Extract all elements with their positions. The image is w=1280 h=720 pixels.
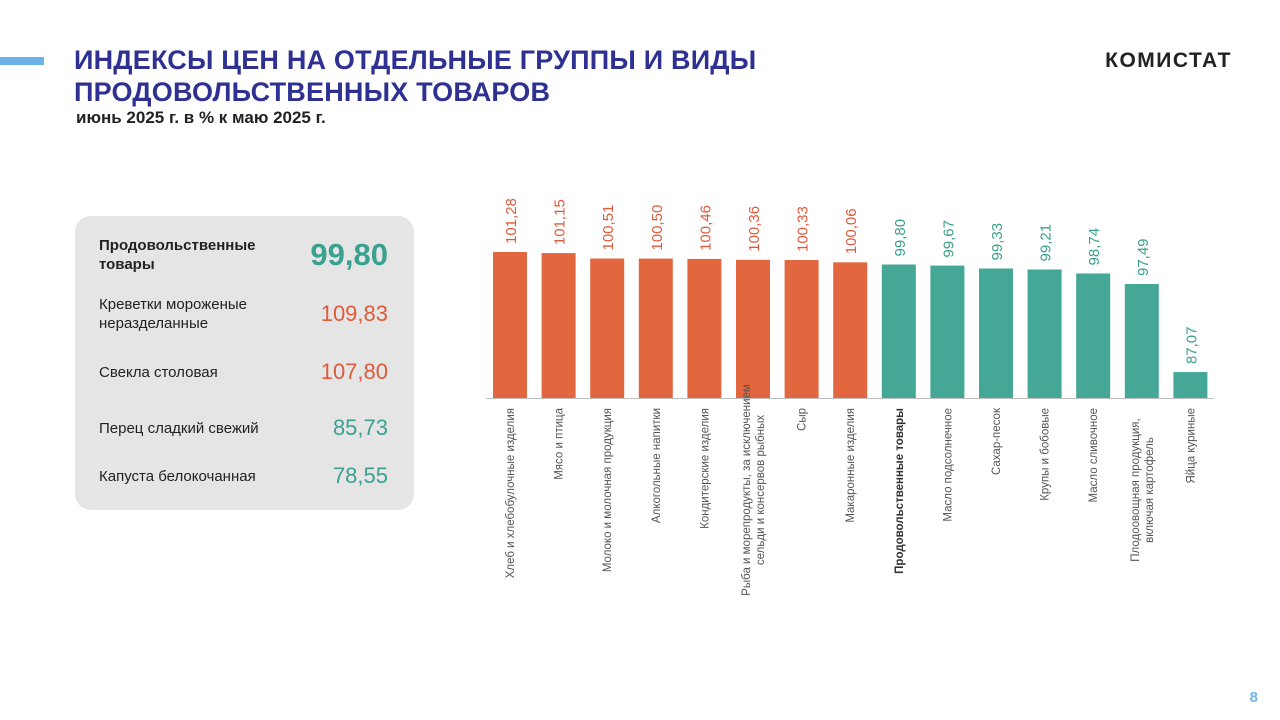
data-label: 100,06 <box>843 208 860 254</box>
bar <box>1173 372 1208 398</box>
category-label: Хлеб и хлебобулочные изделия <box>505 408 517 578</box>
category-label: Сахар-песок <box>991 407 1003 475</box>
bar <box>881 264 916 398</box>
data-label: 99,21 <box>1038 224 1055 262</box>
panel-row-value: 107,80 <box>320 359 388 384</box>
data-label: 101,28 <box>503 198 520 244</box>
panel-row-main: Продовольственные товары 99,80 <box>99 236 388 274</box>
panel-row: Креветки мороженые неразделанные 109,83 <box>99 295 388 333</box>
page-subtitle: июнь 2025 г. в % к маю 2025 г. <box>76 108 326 127</box>
category-label: Сыр <box>797 408 809 431</box>
category-label: Крупы и бобовые <box>1040 408 1052 501</box>
panel-row-label: Креветки мороженые неразделанные <box>99 296 248 332</box>
category-label: включая картофель <box>1144 437 1156 543</box>
category-label: Молоко и молочная продукция <box>602 408 614 572</box>
panel-row: Капуста белокочанная 78,55 <box>99 463 388 489</box>
bar <box>784 260 819 398</box>
page-number: 8 <box>1249 689 1258 706</box>
bar <box>979 268 1013 398</box>
brand-logo: КОМИСТАТ <box>1105 49 1232 72</box>
data-label: 99,33 <box>989 223 1006 261</box>
data-label: 100,33 <box>795 206 812 252</box>
panel-row-value: 78,55 <box>332 463 388 488</box>
bar <box>638 258 673 398</box>
title-line-2: ПРОДОВОЛЬСТВЕННЫХ ТОВАРОВ <box>74 77 551 107</box>
category-label: сельди и консервов рыбных <box>755 415 767 565</box>
data-label: 100,46 <box>697 205 714 251</box>
title-line-1: ИНДЕКСЫ ЦЕН НА ОТДЕЛЬНЫЕ ГРУППЫ И ВИДЫ <box>74 45 757 75</box>
category-label: Плодоовощная продукция, <box>1130 418 1142 561</box>
category-label: Кондитерские изделия <box>699 408 711 529</box>
data-label: 99,67 <box>940 220 957 258</box>
bar <box>833 262 868 398</box>
data-label: 100,36 <box>746 206 763 252</box>
bar <box>541 253 576 398</box>
category-label: Яйца куриные <box>1185 408 1197 484</box>
bar <box>736 259 770 398</box>
page-title: ИНДЕКСЫ ЦЕН НА ОТДЕЛЬНЫЕ ГРУППЫ И ВИДЫ П… <box>74 44 756 108</box>
bar <box>493 252 527 398</box>
category-label: Масло подсолнечное <box>942 408 954 522</box>
panel-row-label: Перец сладкий свежий <box>99 419 259 437</box>
panel-row-value: 109,83 <box>320 301 388 326</box>
bar <box>1124 284 1159 398</box>
data-label: 100,50 <box>649 205 666 251</box>
data-label: 98,74 <box>1086 228 1103 266</box>
data-label: 100,51 <box>600 205 617 251</box>
highlights-panel: Продовольственные товары 99,80 Креветки … <box>75 216 414 510</box>
bar <box>1076 273 1111 398</box>
category-label: Мясо и птица <box>554 407 566 479</box>
data-label: 99,80 <box>892 219 909 257</box>
bar <box>930 265 965 398</box>
panel-row-value: 85,73 <box>332 415 388 440</box>
category-label: Масло сливочное <box>1088 408 1100 502</box>
data-label: 97,49 <box>1135 238 1152 276</box>
data-label: 87,07 <box>1183 327 1200 365</box>
panel-main-label: Продовольственные товары <box>99 237 256 273</box>
bar <box>1027 269 1062 398</box>
category-label: Макаронные изделия <box>845 408 857 523</box>
panel-row-label: Капуста белокочанная <box>99 467 256 485</box>
category-label: Рыба и морепродукты, за исключением <box>741 384 753 596</box>
panel-row: Перец сладкий свежий 85,73 <box>99 415 388 441</box>
bar <box>590 258 625 398</box>
category-label: Алкогольные напитки <box>651 408 663 523</box>
panel-main-value: 99,80 <box>310 237 388 272</box>
panel-row: Свекла столовая 107,80 <box>99 359 388 385</box>
accent-bar <box>0 57 44 65</box>
bar <box>687 258 722 398</box>
category-label: Продовольственные товары <box>894 408 906 574</box>
data-label: 101,15 <box>552 199 569 245</box>
panel-row-label: Свекла столовая <box>99 363 218 381</box>
